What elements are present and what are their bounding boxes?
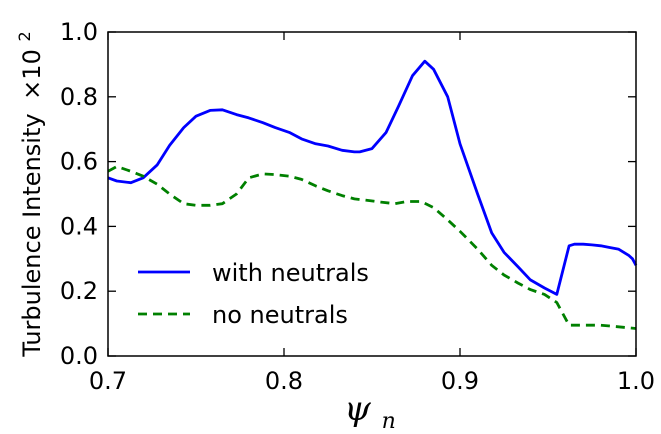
y-tick-label: 0.8 (60, 83, 98, 111)
plot-lines (107, 59, 638, 330)
x-tick-label: 1.0 (617, 367, 655, 395)
y-axis-exponent: 2 (15, 31, 34, 41)
x-axis-label: ψ n (344, 389, 396, 434)
y-tick-label: 1.0 (60, 18, 98, 46)
y-axis-ticks: 0.0 0.2 0.4 0.6 0.8 1.0 (60, 18, 636, 370)
y-axis-label-text: Turbulence Intensity (18, 113, 46, 357)
series-line-with-neutrals (107, 59, 638, 296)
legend: with neutrals no neutrals (138, 259, 369, 329)
x-tick-label: 0.9 (441, 367, 479, 395)
x-axis-label-symbol: ψ (344, 389, 371, 429)
y-tick-label: 0.6 (60, 148, 98, 176)
y-axis-multiplier: ×10 (18, 49, 46, 100)
x-tick-label: 0.7 (89, 367, 127, 395)
x-axis-ticks: 0.7 0.8 0.9 1.0 (89, 32, 655, 395)
y-axis-label: Turbulence Intensity ×10 2 (15, 31, 46, 357)
legend-label-with-neutrals: with neutrals (212, 259, 369, 287)
y-tick-label: 0.2 (60, 277, 98, 305)
x-axis-label-subscript: n (382, 409, 396, 434)
y-tick-label: 0.4 (60, 212, 98, 240)
y-tick-label: 0.0 (60, 342, 98, 370)
series-line-no-neutrals (107, 165, 637, 330)
x-tick-label: 0.8 (265, 367, 303, 395)
legend-label-no-neutrals: no neutrals (212, 301, 348, 329)
plot-frame (107, 31, 637, 357)
